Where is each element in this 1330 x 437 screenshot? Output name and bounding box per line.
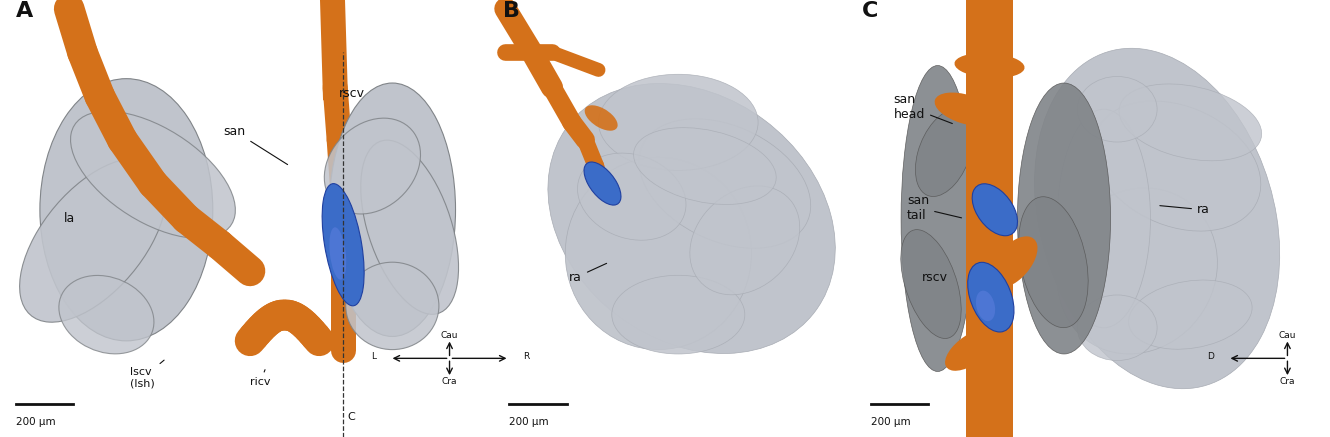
Ellipse shape [548, 83, 835, 354]
Text: Cra: Cra [442, 377, 458, 386]
Ellipse shape [1035, 49, 1279, 388]
Ellipse shape [1129, 280, 1252, 349]
Ellipse shape [20, 159, 166, 322]
Ellipse shape [690, 186, 799, 295]
Text: A: A [16, 1, 33, 21]
Ellipse shape [70, 111, 235, 238]
Ellipse shape [935, 93, 996, 126]
Ellipse shape [902, 66, 974, 371]
Ellipse shape [633, 128, 777, 205]
Text: C: C [347, 412, 355, 422]
Text: san: san [223, 125, 287, 165]
Ellipse shape [330, 227, 346, 280]
Ellipse shape [565, 157, 751, 350]
Ellipse shape [322, 184, 364, 306]
Text: ra: ra [1160, 203, 1210, 216]
Ellipse shape [1077, 76, 1157, 142]
Text: rscv: rscv [922, 271, 948, 284]
Text: Cau: Cau [1278, 331, 1297, 340]
Ellipse shape [360, 140, 459, 314]
Ellipse shape [1019, 197, 1088, 328]
Text: san
tail: san tail [907, 194, 962, 222]
Text: rscv: rscv [339, 87, 366, 115]
Ellipse shape [585, 105, 617, 131]
Text: ra: ra [569, 264, 606, 284]
Text: B: B [503, 1, 520, 21]
Text: L: L [371, 352, 376, 361]
Ellipse shape [1057, 109, 1150, 328]
Text: 200 μm: 200 μm [871, 417, 911, 427]
Text: D: D [1208, 352, 1214, 361]
Text: ricv: ricv [250, 370, 270, 387]
Ellipse shape [329, 83, 455, 336]
Text: san
head: san head [894, 93, 952, 124]
Text: 200 μm: 200 μm [509, 417, 549, 427]
FancyBboxPatch shape [966, 0, 1013, 437]
Text: Cau: Cau [440, 331, 459, 340]
Text: la: la [64, 212, 74, 225]
Ellipse shape [40, 79, 213, 341]
Ellipse shape [955, 53, 1024, 78]
Ellipse shape [1057, 188, 1217, 354]
Ellipse shape [346, 262, 439, 350]
Ellipse shape [972, 184, 1017, 236]
Text: 200 μm: 200 μm [16, 417, 56, 427]
Ellipse shape [612, 275, 745, 354]
Text: ra: ra [376, 245, 390, 258]
Ellipse shape [577, 153, 686, 240]
Ellipse shape [968, 262, 1013, 332]
Ellipse shape [598, 74, 758, 170]
Ellipse shape [584, 162, 621, 205]
Ellipse shape [915, 109, 974, 197]
Ellipse shape [1119, 84, 1262, 161]
Ellipse shape [638, 119, 811, 248]
Ellipse shape [325, 118, 420, 214]
Ellipse shape [1077, 295, 1157, 361]
Ellipse shape [1017, 83, 1111, 354]
Ellipse shape [946, 329, 996, 371]
Ellipse shape [990, 236, 1037, 288]
Text: lscv
(lsh): lscv (lsh) [130, 360, 164, 389]
Ellipse shape [59, 275, 154, 354]
Ellipse shape [1093, 101, 1261, 231]
Ellipse shape [976, 291, 995, 321]
Text: R: R [523, 352, 529, 361]
Text: C: C [862, 1, 878, 21]
Ellipse shape [900, 229, 962, 339]
Text: Cra: Cra [1279, 377, 1295, 386]
